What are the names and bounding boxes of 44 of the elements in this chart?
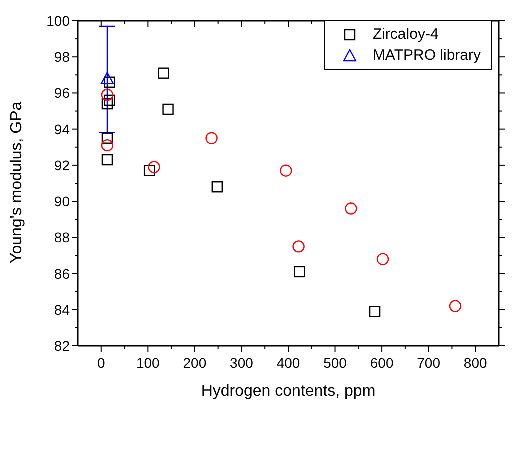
legend-label: Zircaloy-4 xyxy=(372,26,439,43)
y-tick-label: 90 xyxy=(54,194,70,210)
point xyxy=(144,165,156,176)
point xyxy=(280,164,292,177)
point xyxy=(104,76,116,88)
x-tick-label: 600 xyxy=(370,355,394,371)
point xyxy=(345,202,358,215)
x-tick-label: 700 xyxy=(417,355,441,371)
y-tick-label: 88 xyxy=(54,230,70,246)
point xyxy=(212,182,223,193)
point xyxy=(206,132,218,144)
x-tick-label: 100 xyxy=(136,355,160,371)
point xyxy=(148,161,160,174)
x-axis-title: Hydrogen contents, ppm xyxy=(201,383,376,400)
x-tick-label: 0 xyxy=(97,355,106,371)
x-tick-label: 200 xyxy=(183,355,207,371)
point xyxy=(102,132,114,144)
y-tick-label: 98 xyxy=(54,49,70,66)
point xyxy=(292,240,305,253)
point xyxy=(449,300,462,312)
point xyxy=(162,104,174,116)
point xyxy=(102,154,114,166)
x-tick-label: 400 xyxy=(276,355,300,371)
x-tick-label: 500 xyxy=(324,355,348,371)
point xyxy=(158,68,170,79)
y-axis-title: Young's modulus, GPa xyxy=(8,102,26,264)
point xyxy=(102,98,114,110)
y-tick-label: 86 xyxy=(54,266,70,282)
y-tick-label: 84 xyxy=(54,302,70,318)
x-tick-label: 800 xyxy=(464,355,488,371)
point xyxy=(101,88,114,102)
y-tick-label: 92 xyxy=(54,157,70,174)
y-tick-label: 100 xyxy=(46,13,70,29)
legend-label: MATPRO library xyxy=(372,47,481,64)
point xyxy=(104,94,116,106)
point xyxy=(100,72,114,84)
y-tick-label: 82 xyxy=(54,338,70,354)
y-tick-label: 96 xyxy=(54,85,70,102)
y-tick-label: 94 xyxy=(54,121,70,138)
point xyxy=(369,306,381,318)
point xyxy=(294,266,306,278)
point xyxy=(376,253,390,266)
x-tick-label: 300 xyxy=(230,355,254,371)
point xyxy=(101,139,114,152)
